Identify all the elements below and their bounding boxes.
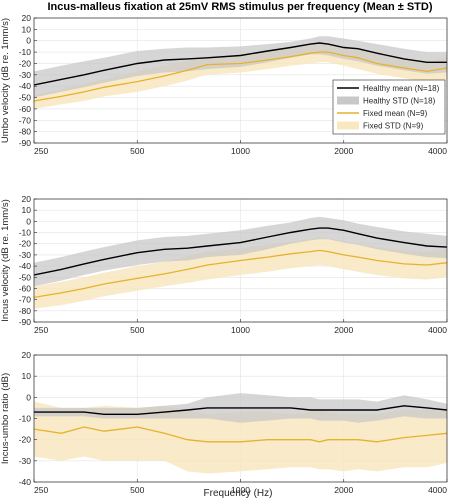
- y-tick-label: -30: [19, 456, 32, 466]
- y-tick-label: 10: [22, 371, 32, 381]
- y-tick-label: -60: [19, 104, 32, 114]
- x-tick-label: 1000: [231, 325, 250, 335]
- x-tick-label: 4000: [428, 325, 447, 335]
- x-tick-label: 500: [130, 485, 144, 495]
- y-tick-label: -40: [19, 81, 32, 91]
- x-tick-label: 250: [34, 146, 48, 156]
- y-tick-label: -40: [19, 477, 32, 487]
- x-tick-label: 4000: [428, 146, 447, 156]
- plot-area: [34, 393, 447, 474]
- y-tick-label: -90: [19, 138, 32, 148]
- y-axis-label: Incus-umbo ratio (dB): [0, 373, 11, 464]
- y-tick-label: 0: [26, 36, 31, 46]
- y-tick-label: -60: [19, 283, 32, 293]
- x-tick-label: 1000: [231, 485, 250, 495]
- y-axis-label: Umbo velocity (dB re. 1mm/s): [0, 18, 11, 143]
- y-tick-label: -90: [19, 317, 32, 327]
- y-tick-label: 0: [26, 216, 31, 226]
- healthy-mean-line: [34, 42, 447, 86]
- fixed-mean-line: [34, 51, 447, 102]
- healthy-std-band: [34, 216, 447, 287]
- x-tick-label: 2000: [334, 485, 353, 495]
- y-tick-label: 20: [22, 13, 32, 23]
- chart-title: Incus-malleus fixation at 25mV RMS stimu…: [47, 1, 432, 13]
- healthy-mean-line: [34, 227, 447, 276]
- y-tick-label: -20: [19, 58, 32, 68]
- y-tick-label: 10: [22, 205, 32, 215]
- healthy-std-band: [34, 36, 447, 98]
- fixed-mean-line: [34, 426, 447, 443]
- y-tick-label: -20: [19, 239, 32, 249]
- y-tick-label: -30: [19, 70, 32, 80]
- y-tick-label: -10: [19, 47, 32, 57]
- y-tick-label: -50: [19, 272, 32, 282]
- y-tick-label: -10: [19, 228, 32, 238]
- y-tick-label: -50: [19, 93, 32, 103]
- legend-patch-swatch: [337, 96, 359, 105]
- legend-label: Healthy mean (N=18): [363, 84, 440, 93]
- x-axis-label: Frequency (Hz): [204, 488, 273, 499]
- fixed-std-band: [34, 43, 447, 109]
- x-tick-label: 250: [34, 325, 48, 335]
- y-tick-label: 20: [22, 194, 32, 204]
- fixed-mean-line: [34, 249, 447, 299]
- legend-patch-swatch: [337, 121, 359, 130]
- y-tick-label: -10: [19, 414, 32, 424]
- legend: Healthy mean (N=18) Healthy STD (N=18) Fix…: [332, 79, 446, 135]
- x-tick-label: 4000: [428, 485, 447, 495]
- legend-label: Healthy STD (N=18): [363, 97, 436, 106]
- y-tick-label: 10: [22, 24, 32, 34]
- x-tick-label: 1000: [231, 146, 250, 156]
- x-tick-label: 2000: [334, 146, 353, 156]
- x-tick-label: 500: [130, 146, 144, 156]
- healthy-mean-line: [34, 405, 447, 415]
- y-tick-label: -80: [19, 306, 32, 316]
- y-tick-label: -70: [19, 295, 32, 305]
- y-tick-label: 20: [22, 350, 32, 360]
- y-tick-label: 0: [26, 392, 31, 402]
- y-tick-label: -20: [19, 435, 32, 445]
- legend-label: Fixed mean (N=9): [363, 109, 428, 118]
- y-tick-label: -30: [19, 250, 32, 260]
- y-axis-label: Incus velocity (dB re. 1mm/s): [0, 199, 11, 321]
- plot-area: [34, 216, 447, 309]
- y-tick-label: -80: [19, 127, 32, 137]
- x-tick-label: 250: [34, 485, 48, 495]
- plot-area: [34, 36, 447, 109]
- y-tick-label: -40: [19, 261, 32, 271]
- x-tick-label: 500: [130, 325, 144, 335]
- legend-label: Fixed STD (N=9): [363, 122, 424, 131]
- x-tick-label: 2000: [334, 325, 353, 335]
- y-tick-label: -70: [19, 115, 32, 125]
